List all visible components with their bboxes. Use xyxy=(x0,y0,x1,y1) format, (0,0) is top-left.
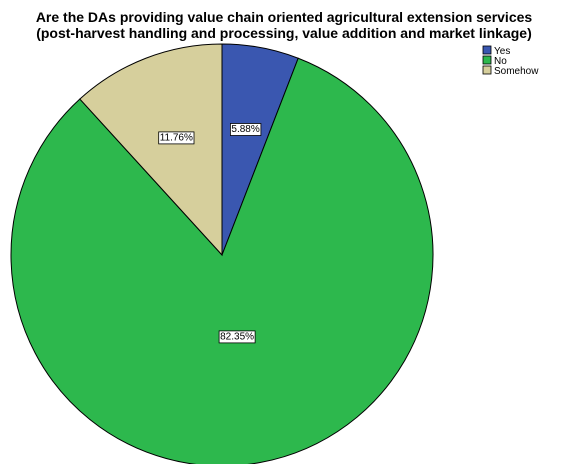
data-label-text: 5.88% xyxy=(231,124,259,135)
data-label-yes: 5.88% xyxy=(229,123,262,136)
pie-slice-no xyxy=(10,57,434,464)
pie-data-labels: 5.88% 82.35% 11.76% xyxy=(158,123,262,344)
pie-slice-somehow xyxy=(79,43,223,257)
legend-swatch xyxy=(482,65,492,75)
data-label-text: 11.76% xyxy=(160,132,193,143)
legend-entry-no: No xyxy=(482,55,507,67)
data-label-box xyxy=(158,131,195,145)
data-label-box xyxy=(229,123,262,136)
data-label-no: 82.35% xyxy=(218,330,256,344)
legend-swatch xyxy=(482,45,492,55)
data-label-text: 82.35% xyxy=(220,331,254,342)
chart-subtitle: (post-harvest handling and processing, v… xyxy=(36,25,532,41)
legend-entry-yes: Yes xyxy=(482,45,510,57)
chart-title: Are the DAs providing value chain orient… xyxy=(36,9,533,25)
legend-swatch xyxy=(482,55,492,65)
legend-label: Somehow xyxy=(494,66,539,77)
data-label-box xyxy=(218,330,256,344)
legend-label: No xyxy=(494,56,507,67)
legend-entry-somehow: Somehow xyxy=(482,65,539,77)
legend-label: Yes xyxy=(494,46,510,57)
data-label-somehow: 11.76% xyxy=(158,131,195,145)
pie-slices xyxy=(10,43,434,464)
